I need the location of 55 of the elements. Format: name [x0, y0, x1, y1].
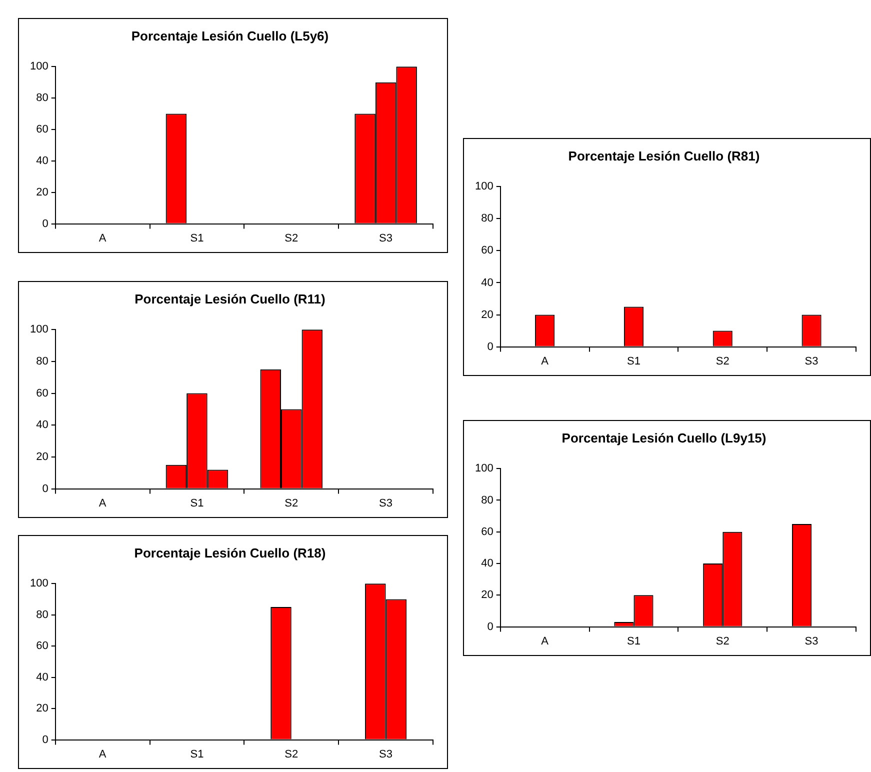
y-tick-label: 0	[42, 734, 48, 746]
x-tick-label: S3	[379, 497, 393, 510]
y-tick-label: 20	[36, 450, 48, 463]
x-tick-label: S2	[284, 232, 298, 244]
y-tick-label: 100	[30, 60, 48, 73]
x-tick-label: S2	[716, 635, 730, 648]
y-tick-label: 80	[481, 212, 494, 225]
x-tick-label: S1	[190, 232, 204, 244]
x-tick-label: S3	[379, 232, 393, 244]
y-tick-label: 60	[481, 244, 494, 257]
chart-title: Porcentaje Lesión Cuello (L9y15)	[562, 430, 766, 446]
y-tick-label: 100	[30, 578, 48, 590]
y-tick-label: 0	[42, 218, 48, 230]
x-tick-label: S3	[379, 748, 393, 760]
chart-title: Porcentaje Lesión Cuello (L5y6)	[131, 28, 329, 44]
y-tick-label: 0	[42, 482, 48, 495]
y-tick-label: 60	[36, 387, 48, 400]
y-tick-label: 60	[481, 526, 494, 538]
x-tick-label: S1	[626, 355, 640, 368]
y-tick-label: 20	[36, 186, 48, 198]
x-tick-label: S1	[626, 635, 640, 648]
y-tick-label: 40	[36, 154, 48, 167]
x-tick-label: A	[541, 635, 550, 648]
x-tick-label: S2	[284, 748, 298, 760]
y-tick-label: 0	[487, 340, 494, 353]
y-tick-label: 100	[474, 180, 494, 193]
y-tick-label: 80	[481, 494, 494, 506]
x-tick-label: S3	[804, 355, 818, 368]
chart-title: Porcentaje Lesión Cuello (R18)	[134, 545, 326, 560]
y-tick-label: 20	[36, 702, 48, 715]
y-tick-label: 60	[36, 124, 48, 136]
x-tick-label: A	[98, 497, 107, 510]
y-tick-label: 80	[36, 92, 48, 104]
chart-title: Porcentaje Lesión Cuello (R81)	[568, 148, 760, 164]
x-tick-label: A	[98, 748, 107, 760]
x-tick-label: S1	[190, 748, 204, 760]
x-tick-label: A	[541, 355, 550, 368]
chart-title: Porcentaje Lesión Cuello (R11)	[134, 291, 326, 306]
x-tick-label: S2	[716, 355, 730, 368]
y-tick-label: 0	[487, 620, 494, 633]
y-tick-label: 20	[481, 308, 494, 321]
y-tick-label: 20	[481, 589, 494, 602]
y-tick-label: 100	[30, 324, 48, 336]
x-tick-label: S3	[804, 635, 818, 648]
y-tick-label: 80	[36, 608, 48, 621]
x-tick-label: A	[98, 232, 107, 244]
y-tick-label: 80	[36, 355, 48, 368]
x-tick-label: S2	[284, 497, 298, 510]
y-tick-label: 60	[36, 640, 48, 652]
x-tick-label: S1	[190, 497, 204, 510]
y-tick-label: 40	[36, 419, 48, 432]
y-tick-label: 40	[481, 558, 494, 570]
y-tick-label: 40	[36, 671, 48, 684]
y-tick-label: 100	[474, 462, 494, 475]
y-tick-label: 40	[481, 276, 494, 289]
